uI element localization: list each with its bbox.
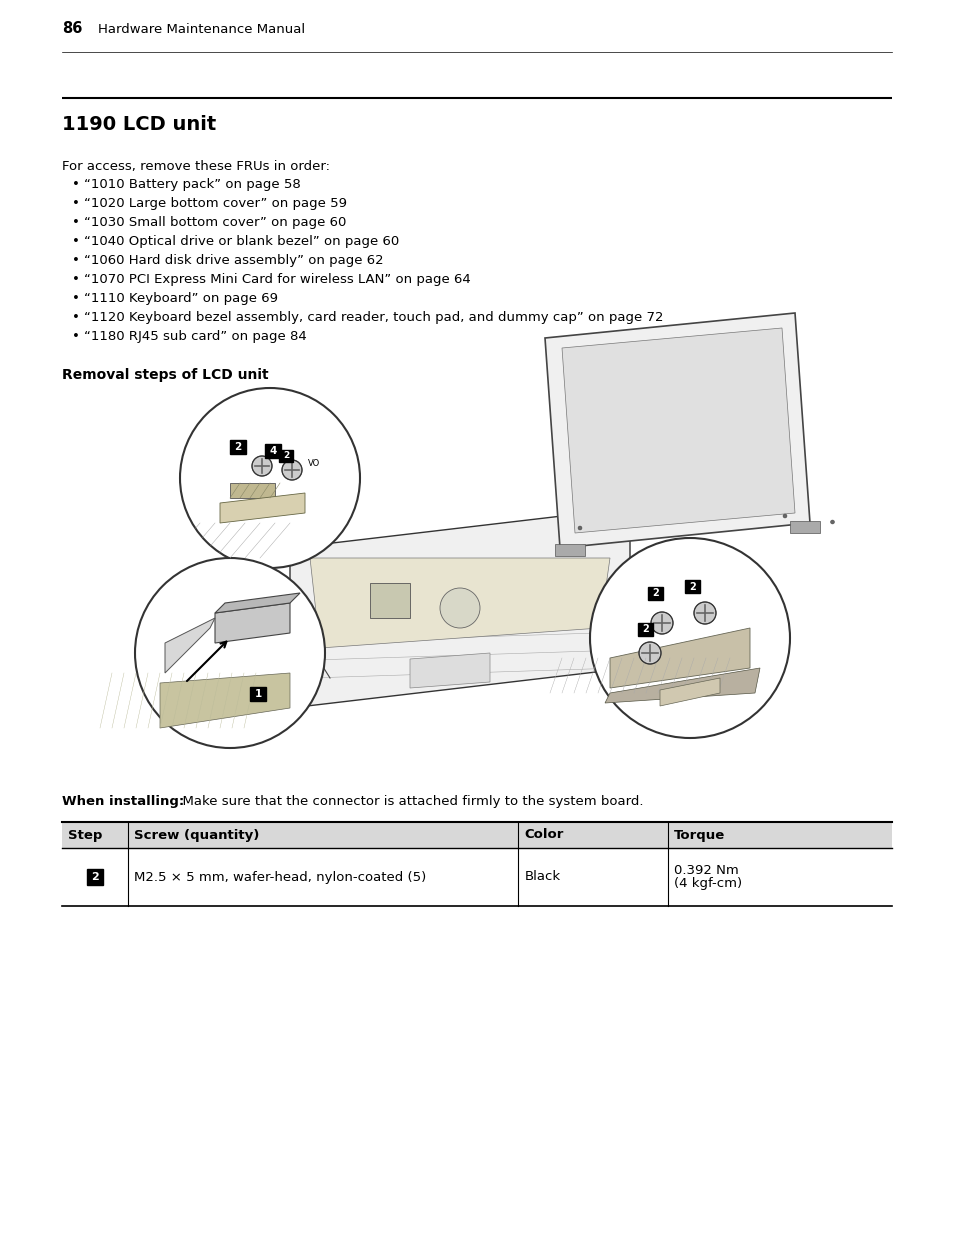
Circle shape (578, 526, 581, 530)
Circle shape (589, 538, 789, 739)
Polygon shape (165, 618, 214, 673)
Text: “1030 Small bottom cover” on page 60: “1030 Small bottom cover” on page 60 (84, 216, 346, 228)
Polygon shape (609, 629, 749, 688)
Text: •: • (71, 198, 80, 210)
Text: Step: Step (68, 829, 102, 841)
Circle shape (439, 588, 479, 629)
Text: “1110 Keyboard” on page 69: “1110 Keyboard” on page 69 (84, 291, 277, 305)
Polygon shape (290, 508, 629, 708)
Text: •: • (71, 330, 80, 343)
Text: “1070 PCI Express Mini Card for wireless LAN” on page 64: “1070 PCI Express Mini Card for wireless… (84, 273, 470, 287)
Text: VO: VO (308, 458, 320, 468)
Polygon shape (230, 483, 274, 498)
Text: “1010 Battery pack” on page 58: “1010 Battery pack” on page 58 (84, 178, 300, 191)
Circle shape (135, 558, 325, 748)
Text: Hardware Maintenance Manual: Hardware Maintenance Manual (98, 23, 305, 36)
Polygon shape (310, 558, 609, 648)
Text: 2: 2 (283, 452, 289, 461)
Circle shape (693, 601, 716, 624)
Bar (62, 398, 891, 758)
Bar (265, 445, 281, 458)
Bar (230, 440, 246, 454)
Text: 86: 86 (62, 21, 82, 36)
Text: “1060 Hard disk drive assembly” on page 62: “1060 Hard disk drive assembly” on page … (84, 254, 383, 267)
Bar (278, 450, 293, 462)
Text: 2: 2 (234, 442, 241, 452)
Circle shape (282, 459, 302, 480)
Text: “1020 Large bottom cover” on page 59: “1020 Large bottom cover” on page 59 (84, 198, 347, 210)
Text: •: • (71, 235, 80, 248)
Text: Color: Color (524, 829, 563, 841)
Text: 2: 2 (652, 589, 659, 599)
Text: •: • (71, 311, 80, 324)
Circle shape (639, 642, 660, 664)
Circle shape (782, 514, 786, 517)
Text: 2: 2 (688, 582, 695, 592)
Polygon shape (544, 312, 809, 548)
Text: When installing:: When installing: (62, 795, 184, 808)
Bar (62, 848, 891, 906)
Text: For access, remove these FRUs in order:: For access, remove these FRUs in order: (62, 161, 330, 173)
Bar (647, 587, 662, 600)
Text: “1040 Optical drive or blank bezel” on page 60: “1040 Optical drive or blank bezel” on p… (84, 235, 399, 248)
Circle shape (830, 520, 834, 524)
Circle shape (180, 388, 359, 568)
Circle shape (650, 613, 672, 634)
Polygon shape (410, 653, 490, 688)
Text: “1120 Keyboard bezel assembly, card reader, touch pad, and dummy cap” on page 72: “1120 Keyboard bezel assembly, card read… (84, 311, 662, 324)
Polygon shape (220, 493, 305, 522)
Text: 0.392 Nm: 0.392 Nm (673, 863, 738, 877)
Text: “1180 RJ45 sub card” on page 84: “1180 RJ45 sub card” on page 84 (84, 330, 307, 343)
Polygon shape (160, 673, 290, 727)
Text: 2: 2 (91, 872, 99, 882)
Text: •: • (71, 254, 80, 267)
Text: •: • (71, 273, 80, 287)
Bar (250, 687, 266, 701)
Polygon shape (604, 668, 760, 703)
Text: 4: 4 (269, 446, 276, 456)
Text: •: • (71, 291, 80, 305)
Polygon shape (659, 678, 720, 706)
Polygon shape (214, 593, 299, 613)
Text: 1: 1 (254, 689, 261, 699)
Polygon shape (561, 329, 794, 534)
Text: •: • (71, 178, 80, 191)
Text: M2.5 × 5 mm, wafer-head, nylon-coated (5): M2.5 × 5 mm, wafer-head, nylon-coated (5… (134, 871, 426, 883)
Text: Screw (quantity): Screw (quantity) (134, 829, 259, 841)
Text: 2: 2 (641, 625, 648, 635)
Bar (684, 580, 700, 593)
Bar (555, 543, 584, 556)
Bar (789, 521, 820, 534)
Text: 1190 LCD unit: 1190 LCD unit (62, 115, 216, 135)
Text: Make sure that the connector is attached firmly to the system board.: Make sure that the connector is attached… (173, 795, 643, 808)
Bar (638, 622, 652, 636)
Bar (87, 869, 103, 885)
Text: Removal steps of LCD unit: Removal steps of LCD unit (62, 368, 269, 382)
Circle shape (252, 456, 272, 475)
Text: •: • (71, 216, 80, 228)
Text: Black: Black (524, 871, 560, 883)
Text: (4 kgf-cm): (4 kgf-cm) (673, 878, 741, 890)
Bar (62, 823, 891, 848)
Text: Torque: Torque (673, 829, 724, 841)
Bar (370, 583, 410, 618)
Polygon shape (214, 603, 290, 643)
